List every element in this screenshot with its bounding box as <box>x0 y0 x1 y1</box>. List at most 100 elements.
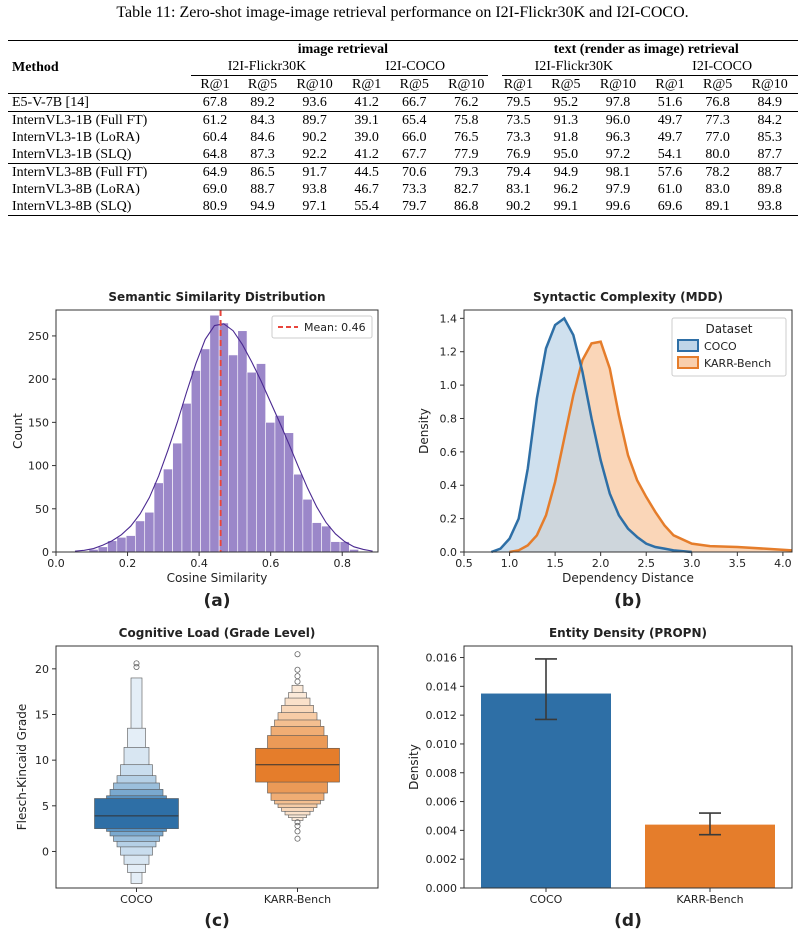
legend-label: KARR-Bench <box>704 357 771 370</box>
value-cell: 99.1 <box>542 198 590 216</box>
value-cell: 87.7 <box>757 147 782 162</box>
chart-title: Entity Density (PROPN) <box>549 626 707 640</box>
table-row: InternVL3-8B (LoRA) 69.0 88.7 93.8 46.7 73.3 8… <box>8 181 798 198</box>
histogram-bar <box>153 482 164 553</box>
y-tick-label: 250 <box>28 330 49 343</box>
x-tick-label: 0.5 <box>455 557 473 570</box>
outlier-point <box>133 660 140 667</box>
chart-title: Syntactic Complexity (MDD) <box>533 290 723 304</box>
header-row-groups: Method image retrieval text (render as ima… <box>8 40 798 94</box>
axes-frame <box>55 309 379 553</box>
histogram-bar <box>135 520 146 553</box>
y-tick-label: 0.002 <box>426 853 458 866</box>
value-cell: 64.8 <box>202 147 228 162</box>
chart-syntactic-complexity: Syntactic Complexity (MDD) 0.5 1.0 1.5 2.0 2.… <box>417 290 793 611</box>
table-caption: Table 11: Zero-shot image-image retrieva… <box>116 4 689 21</box>
y-axis-label: Density <box>417 408 431 454</box>
chart-cognitive-load: Cognitive Load (Grade Level) COCO KARR-Ben… <box>15 626 379 931</box>
x-tick-label: 3.5 <box>729 557 747 570</box>
method-cell: InternVL3-8B (LoRA) <box>12 182 140 197</box>
x-tick-label: 0.2 <box>119 557 137 570</box>
x-tick-label: 1.5 <box>546 557 564 570</box>
value-cell: 39.0 <box>354 130 379 145</box>
histogram-bar <box>256 363 266 553</box>
value-cell: 90.2 <box>494 198 543 216</box>
x-tick-label: 1.0 <box>501 557 519 570</box>
value-cell: 85.3 <box>757 130 782 145</box>
dataset-header: I2I-COCO <box>646 58 798 76</box>
value-cell: 76.8 <box>693 93 742 112</box>
legend-title: Dataset <box>706 322 753 336</box>
header-row-metrics: R@1 R@5 R@10 R@1 R@5 R@10 R@1 R@5 R@10 R@1 R@5 R@10 <box>8 76 798 94</box>
value-cell: 66.7 <box>390 93 439 112</box>
value-cell: 73.3 <box>401 182 427 197</box>
value-cell: 97.9 <box>605 182 631 197</box>
table-row: InternVL3-1B (Full FT) 61.2 84.3 89.7 39.1 65… <box>8 111 798 129</box>
value-cell: 76.2 <box>438 93 495 112</box>
dataset-header: I2I-Flickr30K <box>191 58 343 76</box>
chart-title: Semantic Similarity Distribution <box>108 290 325 304</box>
value-cell: 94.9 <box>238 198 287 216</box>
table-row: InternVL3-1B (LoRA) 60.4 84.6 90.2 39.0 66.0 7… <box>8 129 798 146</box>
y-tick-label: 150 <box>28 416 49 429</box>
dataset-header: I2I-Flickr30K <box>487 58 647 76</box>
value-cell: 76.9 <box>506 147 531 162</box>
x-tick-label: 3.0 <box>683 557 701 570</box>
outlier-point <box>294 835 301 842</box>
histogram-bar <box>274 415 285 553</box>
x-tick-label: 4.0 <box>774 557 792 570</box>
x-tick-label: 2.0 <box>592 557 610 570</box>
value-cell: 77.3 <box>693 111 742 129</box>
value-cell: 82.7 <box>454 182 479 197</box>
x-tick-label: 0.6 <box>262 557 280 570</box>
x-tick-label: 0.4 <box>190 557 208 570</box>
value-cell: 80.0 <box>705 147 730 162</box>
metric-header: R@10 <box>599 77 637 92</box>
dataset-header: I2I-COCO <box>342 58 495 76</box>
value-cell: 97.8 <box>589 93 647 112</box>
chart-title: Cognitive Load (Grade Level) <box>119 626 316 640</box>
value-cell: 88.7 <box>250 182 275 197</box>
category-label: KARR-Bench <box>264 893 331 906</box>
value-cell: 83.1 <box>506 182 531 197</box>
y-tick-label: 0.2 <box>440 513 458 526</box>
y-tick-label: 0.0 <box>440 546 458 559</box>
y-tick-label: 5 <box>42 800 49 813</box>
metric-header: R@10 <box>751 77 788 92</box>
y-tick-label: 15 <box>35 708 49 721</box>
y-tick-label: 1.2 <box>440 346 458 359</box>
histogram-bar <box>200 348 211 553</box>
boxen-core <box>94 798 179 829</box>
y-tick-label: 0.010 <box>426 738 458 751</box>
outlier-point <box>294 651 301 658</box>
table-row: E5-V-7B [14] 67.8 89.2 93.6 41.2 66.7 76.2 79.5… <box>8 93 798 112</box>
value-cell: 96.2 <box>553 182 579 197</box>
value-cell: 57.6 <box>646 163 694 181</box>
value-cell: 61.0 <box>657 182 683 197</box>
value-cell: 97.2 <box>605 147 631 162</box>
value-cell: 51.6 <box>646 93 694 112</box>
outlier-point <box>294 828 301 835</box>
y-tick-label: 1.4 <box>440 312 458 325</box>
value-cell: 67.8 <box>191 93 239 112</box>
histogram-bar <box>97 546 108 553</box>
value-cell: 67.7 <box>401 147 427 162</box>
results-table: Method image retrieval text (render as ima… <box>8 40 798 216</box>
bar-coco <box>481 693 611 888</box>
value-cell: 77.9 <box>454 147 479 162</box>
group-header: image retrieval <box>191 40 495 58</box>
value-cell: 44.5 <box>342 163 391 181</box>
method-cell: InternVL3-8B (SLQ) <box>8 198 192 216</box>
value-cell: 90.2 <box>302 130 327 145</box>
value-cell: 79.4 <box>494 163 543 181</box>
value-cell: 79.3 <box>438 163 495 181</box>
value-cell: 69.6 <box>646 198 694 216</box>
value-cell: 83.0 <box>705 182 730 197</box>
axes-frame <box>55 645 379 889</box>
axes-frame <box>463 309 793 553</box>
value-cell: 49.7 <box>646 111 694 129</box>
outlier-point <box>294 678 301 685</box>
value-cell: 84.2 <box>741 111 798 129</box>
histogram-bar <box>311 522 322 553</box>
value-cell: 86.5 <box>238 163 287 181</box>
